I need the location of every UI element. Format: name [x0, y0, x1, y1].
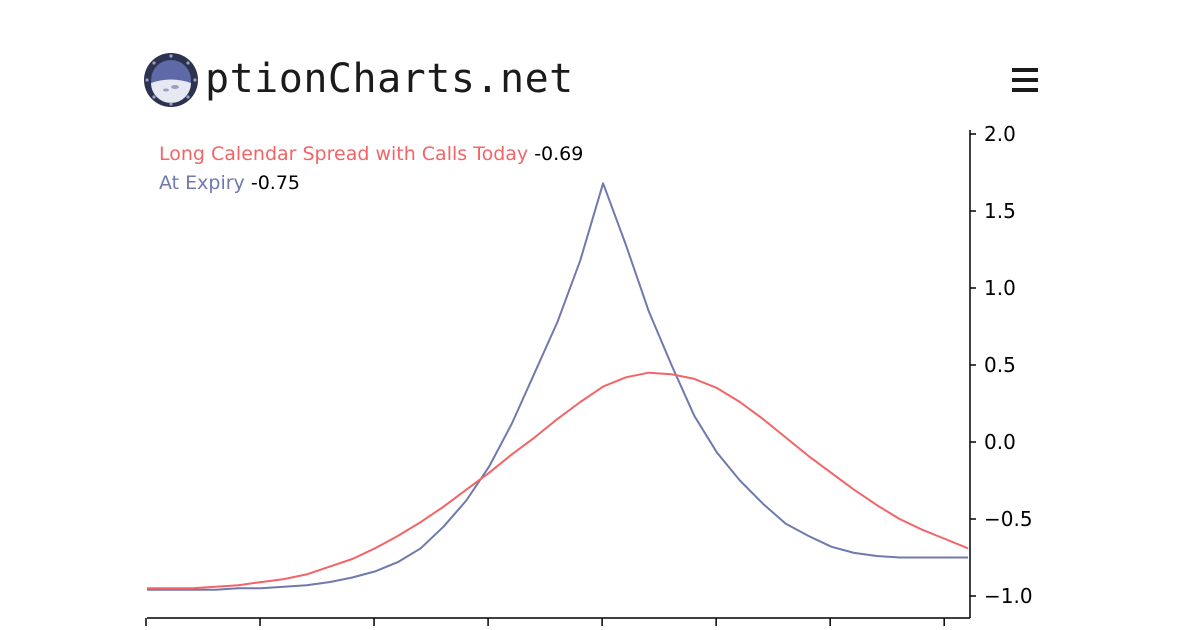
y-tick-label: 2.0 [984, 122, 1016, 146]
legend-row-expiry: At Expiry -0.75 [159, 169, 583, 198]
y-tick-label: −0.5 [984, 507, 1033, 531]
today-line [147, 371, 969, 590]
site-logo-text[interactable]: ptionCharts.net [205, 56, 574, 102]
porthole-moon-icon[interactable] [143, 52, 199, 108]
expiry-line [147, 182, 968, 591]
y-tick-label: 1.0 [984, 276, 1016, 300]
legend-today-value: -0.69 [534, 143, 584, 165]
legend-expiry-label: At Expiry [159, 172, 245, 194]
legend-expiry-value: -0.75 [250, 172, 301, 194]
y-tick-label: 0.0 [984, 430, 1016, 454]
y-tick-label: 0.5 [984, 353, 1016, 377]
y-tick-label: 1.5 [984, 199, 1016, 223]
site-header: ptionCharts.net [143, 50, 1038, 110]
chart-legend: Long Calendar Spread with Calls Today -0… [159, 140, 583, 198]
legend-today-label: Long Calendar Spread with Calls Today [159, 143, 529, 165]
y-tick-label: −1.0 [984, 584, 1033, 608]
legend-row-today: Long Calendar Spread with Calls Today -0… [159, 140, 583, 169]
hamburger-menu-icon[interactable] [1012, 68, 1038, 92]
